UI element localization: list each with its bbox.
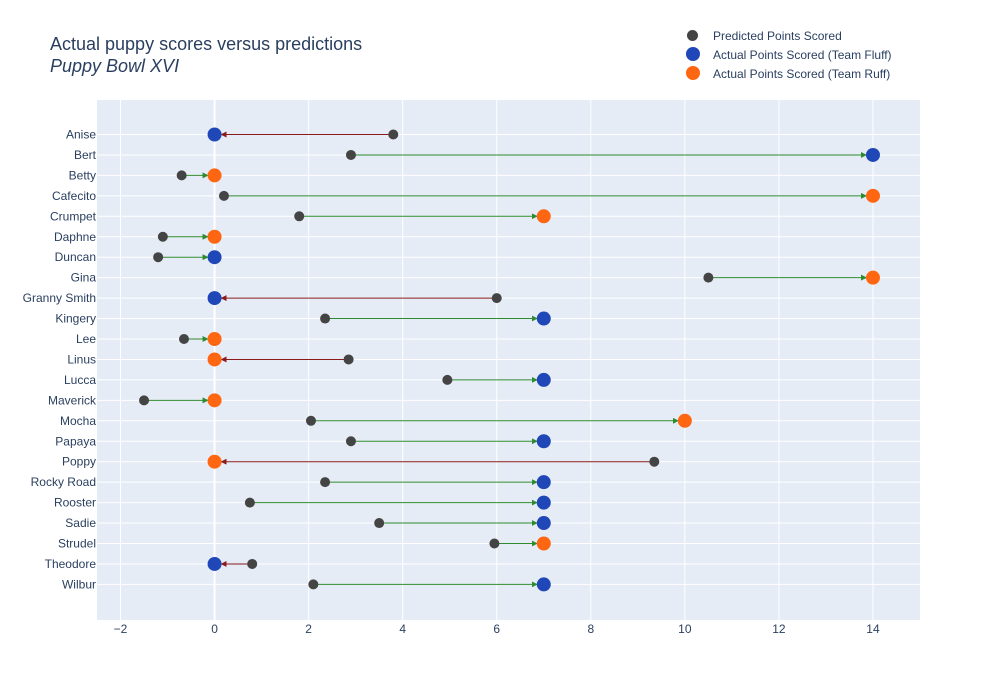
y-tick-label: Lee [76, 332, 96, 346]
actual-point-theodore[interactable] [207, 556, 222, 571]
actual-point-maverick[interactable] [207, 393, 222, 408]
y-tick-label: Theodore [45, 557, 97, 571]
predicted-point-wilbur[interactable] [308, 579, 319, 590]
actual-point-granny-smith[interactable] [207, 291, 222, 306]
actual-point-crumpet[interactable] [536, 209, 551, 224]
x-tick-labels: −2 0 2 4 6 8 10 12 14 [114, 622, 880, 636]
x-tick-label: 6 [493, 622, 500, 636]
actual-point-papaya[interactable] [536, 434, 551, 449]
y-tick-label: Rocky Road [31, 475, 96, 489]
y-tick-label: Linus [67, 352, 96, 366]
y-tick-label: Sadie [65, 516, 96, 530]
predicted-point-sadie[interactable] [374, 518, 385, 529]
y-tick-label: Kingery [55, 312, 96, 326]
actual-point-mocha[interactable] [677, 413, 692, 428]
predicted-point-bert[interactable] [345, 149, 356, 160]
actual-point-gina[interactable] [865, 270, 880, 285]
y-tick-label: Anise [66, 128, 96, 142]
chart-title: Actual puppy scores versus predictions [50, 34, 363, 54]
actual-point-linus[interactable] [207, 352, 222, 367]
predicted-point-crumpet[interactable] [294, 211, 305, 222]
predicted-point-gina[interactable] [703, 272, 714, 283]
legend-label-predicted: Predicted Points Scored [713, 29, 842, 43]
y-tick-label: Papaya [55, 434, 96, 448]
predicted-point-poppy[interactable] [649, 456, 660, 467]
x-tick-label: 0 [211, 622, 218, 636]
x-tick-label: 4 [399, 622, 406, 636]
actual-point-daphne[interactable] [207, 229, 222, 244]
actual-point-kingery[interactable] [536, 311, 551, 326]
x-tick-label: 2 [305, 622, 312, 636]
predicted-point-kingery[interactable] [320, 313, 331, 324]
chart-title-block: Actual puppy scores versus predictions P… [50, 33, 362, 77]
x-tick-label: 12 [772, 622, 786, 636]
actual-point-bert[interactable] [865, 147, 880, 162]
predicted-point-lee[interactable] [179, 334, 190, 344]
arrow-layer [144, 131, 867, 588]
y-tick-label: Wilbur [62, 577, 96, 591]
predicted-point-linus[interactable] [343, 354, 354, 365]
y-tick-labels: Anise Bert Betty Cafecito Crumpet Daphne Dunca… [23, 128, 97, 592]
predicted-point-betty[interactable] [176, 170, 187, 181]
actual-point-betty[interactable] [207, 168, 222, 183]
y-tick-label: Rooster [54, 496, 96, 510]
predicted-point-lucca[interactable] [442, 374, 453, 385]
predicted-point-rooster[interactable] [244, 497, 255, 508]
y-tick-label: Cafecito [52, 189, 96, 203]
y-tick-label: Duncan [55, 250, 96, 264]
predicted-point-granny-smith[interactable] [491, 293, 502, 304]
y-tick-label: Strudel [58, 537, 96, 551]
actual-point-duncan[interactable] [207, 250, 222, 265]
actual-point-rocky-road[interactable] [536, 475, 551, 490]
point-layer [139, 127, 880, 592]
y-tick-label: Poppy [62, 455, 96, 469]
predicted-point-maverick[interactable] [139, 395, 150, 406]
actual-point-wilbur[interactable] [536, 577, 551, 592]
y-tick-label: Crumpet [50, 209, 97, 223]
actual-point-rooster[interactable] [536, 495, 551, 510]
predicted-point-daphne[interactable] [157, 231, 168, 242]
predicted-point-strudel[interactable] [489, 538, 500, 549]
y-tick-label: Gina [71, 271, 97, 285]
legend-label-fluff: Actual Points Scored (Team Fluff) [713, 48, 892, 62]
legend-marker-predicted [687, 30, 698, 41]
legend-label-ruff: Actual Points Scored (Team Ruff) [713, 67, 891, 81]
y-tick-label: Mocha [60, 414, 96, 428]
chart-subtitle: Puppy Bowl XVI [50, 56, 180, 76]
actual-point-strudel[interactable] [536, 536, 551, 551]
legend-marker-ruff [686, 66, 700, 80]
predicted-point-mocha[interactable] [305, 415, 316, 426]
actual-point-lee[interactable] [207, 332, 222, 346]
x-tick-label: −2 [114, 622, 128, 636]
y-tick-label: Daphne [54, 230, 96, 244]
x-tick-label: 10 [678, 622, 692, 636]
predicted-point-rocky-road[interactable] [320, 477, 331, 488]
actual-point-anise[interactable] [207, 127, 222, 142]
actual-point-sadie[interactable] [536, 516, 551, 531]
actual-point-poppy[interactable] [207, 454, 222, 469]
predicted-point-theodore[interactable] [247, 558, 258, 569]
predicted-point-duncan[interactable] [153, 252, 164, 263]
predicted-point-anise[interactable] [388, 129, 399, 140]
actual-point-cafecito[interactable] [865, 188, 880, 203]
plot-area [97, 100, 920, 620]
legend-marker-fluff [686, 47, 700, 61]
y-tick-label: Granny Smith [23, 291, 96, 305]
x-tick-label: 14 [866, 622, 880, 636]
y-tick-label: Maverick [48, 393, 97, 407]
y-tick-label: Betty [69, 168, 96, 182]
y-tick-label: Lucca [64, 373, 96, 387]
predicted-point-cafecito[interactable] [218, 190, 229, 201]
x-tick-label: 8 [587, 622, 594, 636]
predicted-point-papaya[interactable] [345, 436, 356, 447]
y-tick-label: Bert [74, 148, 97, 162]
actual-point-lucca[interactable] [536, 372, 551, 387]
